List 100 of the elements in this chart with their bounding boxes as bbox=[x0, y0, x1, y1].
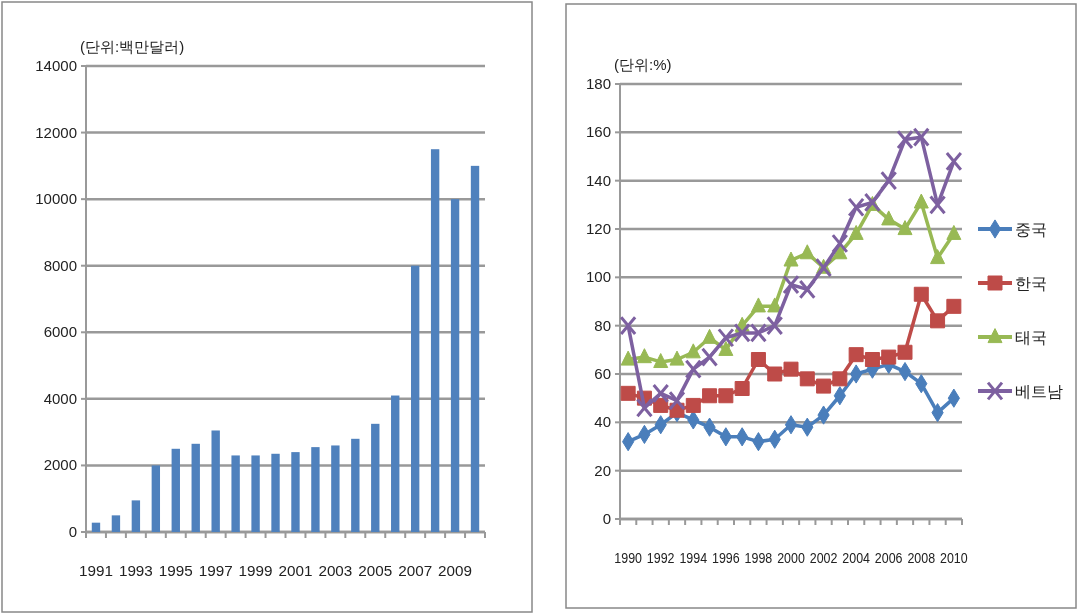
point bbox=[913, 193, 929, 209]
bar bbox=[151, 465, 161, 532]
x-tick-label: 1990 bbox=[614, 550, 646, 566]
point bbox=[897, 220, 913, 236]
x-tick-label: 1999 bbox=[238, 563, 273, 579]
bar bbox=[291, 452, 300, 532]
y-tick-label: 120 bbox=[585, 220, 611, 237]
point bbox=[848, 347, 864, 363]
point bbox=[945, 151, 963, 172]
bar bbox=[311, 447, 320, 532]
x-tick-label: 2004 bbox=[842, 550, 874, 566]
y-tick-label: 40 bbox=[594, 413, 611, 431]
y-tick-label: 160 bbox=[585, 123, 611, 141]
bar bbox=[450, 199, 460, 532]
point bbox=[848, 224, 864, 240]
bar bbox=[211, 430, 220, 532]
point bbox=[832, 371, 848, 387]
point bbox=[930, 249, 946, 265]
point bbox=[929, 194, 947, 215]
point bbox=[620, 385, 636, 401]
point bbox=[684, 359, 702, 380]
bar bbox=[131, 500, 141, 532]
point bbox=[816, 378, 832, 394]
y-tick-label: 14000 bbox=[35, 57, 77, 74]
x-tick-label: 1998 bbox=[744, 550, 776, 566]
point bbox=[767, 366, 783, 382]
point bbox=[685, 343, 701, 359]
y-tick-label: 8000 bbox=[43, 256, 77, 274]
bar bbox=[231, 455, 240, 532]
x-tick-label: 1993 bbox=[118, 563, 154, 579]
y-tick-label: 180 bbox=[585, 75, 611, 92]
y-tick-label: 10000 bbox=[35, 190, 77, 208]
y-tick-label: 2000 bbox=[43, 456, 77, 474]
bar bbox=[91, 522, 101, 532]
bar bbox=[271, 453, 280, 532]
point bbox=[668, 390, 686, 411]
point bbox=[635, 397, 653, 418]
point bbox=[864, 352, 880, 367]
point bbox=[734, 381, 750, 396]
x-tick-label: 1991 bbox=[79, 563, 114, 579]
bar bbox=[191, 443, 200, 532]
point bbox=[750, 352, 766, 367]
point bbox=[636, 348, 652, 364]
x-tick-label: 2003 bbox=[318, 563, 353, 579]
point bbox=[880, 170, 898, 191]
point bbox=[799, 244, 815, 260]
y-tick-label: 140 bbox=[585, 171, 611, 189]
point bbox=[749, 323, 767, 343]
x-tick-label: 2005 bbox=[358, 563, 393, 579]
point bbox=[912, 127, 930, 148]
x-tick-label: 2006 bbox=[874, 550, 907, 566]
point bbox=[783, 251, 799, 267]
x-tick-label: 2008 bbox=[907, 550, 939, 566]
x-tick-label: 1995 bbox=[158, 563, 193, 579]
point bbox=[881, 349, 897, 365]
x-tick-label: 2010 bbox=[940, 550, 972, 566]
point bbox=[718, 340, 734, 356]
x-tick-label: 2009 bbox=[438, 563, 473, 579]
x-tick-label: 2000 bbox=[777, 550, 809, 566]
point bbox=[620, 350, 636, 366]
y-tick-label: 0 bbox=[68, 523, 77, 540]
legend-label: 한국 bbox=[1015, 275, 1047, 292]
point bbox=[946, 298, 962, 314]
point bbox=[847, 197, 865, 218]
x-tick-label: 1992 bbox=[646, 550, 679, 566]
y-tick-label: 12000 bbox=[35, 123, 77, 141]
point bbox=[733, 323, 751, 343]
bar bbox=[171, 448, 180, 532]
point bbox=[717, 327, 735, 348]
point bbox=[798, 279, 816, 300]
y-tick-label: 60 bbox=[594, 365, 611, 382]
y-tick-label: 100 bbox=[585, 268, 611, 286]
bar bbox=[371, 423, 380, 532]
point bbox=[799, 371, 815, 387]
legend-label: 베트남 bbox=[1015, 383, 1063, 400]
point bbox=[930, 313, 946, 329]
point bbox=[750, 297, 766, 313]
point bbox=[913, 286, 929, 302]
point bbox=[881, 210, 897, 226]
x-tick-label: 1996 bbox=[712, 550, 744, 566]
bar bbox=[391, 395, 400, 532]
y-axis-title: (단위:%) bbox=[614, 56, 672, 73]
point bbox=[718, 388, 734, 404]
x-tick-label: 2001 bbox=[278, 563, 313, 579]
legend-label: 중국 bbox=[1015, 221, 1047, 238]
bar bbox=[111, 515, 121, 532]
point bbox=[653, 353, 669, 369]
bar bbox=[351, 438, 360, 532]
x-tick-label: 1997 bbox=[198, 563, 233, 579]
y-tick-label: 6000 bbox=[43, 323, 77, 341]
point bbox=[702, 388, 718, 404]
x-tick-label: 1994 bbox=[679, 550, 711, 566]
point bbox=[766, 315, 784, 336]
point bbox=[946, 224, 962, 240]
point bbox=[784, 415, 798, 435]
point bbox=[669, 350, 685, 366]
legend-label: 태국 bbox=[1015, 329, 1047, 346]
y-tick-label: 80 bbox=[594, 316, 611, 334]
point bbox=[619, 315, 637, 336]
bar bbox=[470, 165, 480, 532]
